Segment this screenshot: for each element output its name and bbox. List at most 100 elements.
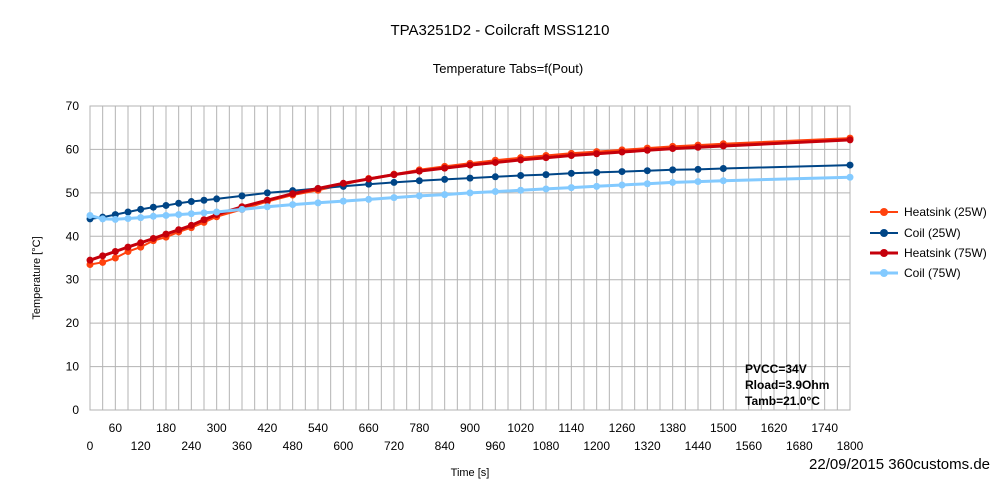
data-point (149, 234, 157, 242)
data-point (593, 168, 601, 176)
data-point (618, 168, 626, 176)
chart-subtitle: Temperature Tabs=f(Pout) (433, 61, 583, 76)
data-point (339, 197, 347, 205)
legend-swatch-marker (880, 208, 888, 216)
data-point (86, 256, 94, 264)
x-tick-label: 360 (232, 439, 252, 453)
data-point (846, 136, 854, 144)
footer-credit: 22/09/2015 360customs.de (809, 456, 990, 473)
data-point (415, 177, 423, 185)
data-point (694, 143, 702, 151)
data-point (200, 196, 208, 204)
x-tick-label: 1440 (685, 439, 712, 453)
data-point (669, 166, 677, 174)
y-tick-label: 0 (72, 403, 79, 417)
annotation-rload: Rload=3.9Ohm (745, 378, 829, 392)
x-tick-label: 660 (359, 421, 379, 435)
data-point (643, 180, 651, 188)
y-tick-label: 50 (66, 186, 80, 200)
data-point (491, 158, 499, 166)
legend-item: Heatsink (75W) (870, 246, 987, 260)
data-point (124, 208, 132, 216)
y-tick-label: 30 (66, 273, 80, 287)
data-point (187, 210, 195, 218)
data-point (719, 165, 727, 173)
x-tick-label: 1020 (507, 421, 534, 435)
x-tick-label: 1620 (761, 421, 788, 435)
data-point (694, 165, 702, 173)
data-point (643, 146, 651, 154)
x-tick-label: 540 (308, 421, 328, 435)
data-point (162, 201, 170, 209)
legend-item: Coil (25W) (870, 226, 961, 240)
data-point (99, 215, 107, 223)
data-point (517, 156, 525, 164)
data-point (846, 161, 854, 169)
x-tick-label: 1380 (659, 421, 686, 435)
y-tick-label: 70 (66, 99, 80, 113)
data-point (86, 211, 94, 219)
data-point (719, 177, 727, 185)
x-tick-label: 840 (435, 439, 455, 453)
series-3 (86, 173, 854, 223)
x-tick-label: 180 (156, 421, 176, 435)
data-point (149, 212, 157, 220)
data-point (441, 175, 449, 183)
data-point (137, 214, 145, 222)
data-point (111, 254, 119, 262)
annotation-tamb: Tamb=21.0°C (745, 394, 820, 408)
x-tick-label: 240 (181, 439, 201, 453)
data-point (175, 226, 183, 234)
series-2 (86, 136, 854, 264)
data-point (567, 152, 575, 160)
legend-item: Heatsink (25W) (870, 205, 987, 219)
data-point (124, 214, 132, 222)
data-point (213, 208, 221, 216)
data-point (415, 167, 423, 175)
data-point (567, 184, 575, 192)
data-point (124, 243, 132, 251)
data-point (111, 215, 119, 223)
data-point (187, 198, 195, 206)
data-point (491, 173, 499, 181)
data-point (263, 203, 271, 211)
x-tick-label: 1800 (837, 439, 864, 453)
x-tick-label: 720 (384, 439, 404, 453)
x-tick-label: 900 (460, 421, 480, 435)
data-point (542, 185, 550, 193)
data-point (175, 211, 183, 219)
data-point (365, 175, 373, 183)
data-point (238, 192, 246, 200)
x-tick-label: 1680 (786, 439, 813, 453)
x-tick-label: 1740 (811, 421, 838, 435)
chart-title: TPA3251D2 - Coilcraft MSS1210 (391, 22, 610, 39)
data-point (365, 180, 373, 188)
x-tick-label: 300 (207, 421, 227, 435)
data-point (263, 189, 271, 197)
data-point (643, 167, 651, 175)
data-point (263, 196, 271, 204)
data-point (238, 205, 246, 213)
annotation-box: PVCC=34V Rload=3.9Ohm Tamb=21.0°C (745, 362, 829, 408)
x-tick-label: 1320 (634, 439, 661, 453)
y-tick-label: 20 (66, 316, 80, 330)
data-point (339, 179, 347, 187)
data-point (846, 173, 854, 181)
y-axis-ticks: 0 10 20 30 40 50 60 70 (66, 99, 80, 417)
data-point (162, 230, 170, 238)
x-axis-ticks: 0 120 240 360 480 600 720 840 960 1080 1200 1320 144… (87, 421, 864, 453)
legend-label: Coil (25W) (904, 226, 961, 240)
data-point (441, 164, 449, 172)
legend-label: Heatsink (25W) (904, 205, 987, 219)
gridlines (90, 106, 850, 410)
annotation-pvcc: PVCC=34V (745, 362, 807, 376)
x-tick-label: 780 (409, 421, 429, 435)
y-tick-label: 40 (66, 229, 80, 243)
data-point (200, 209, 208, 217)
data-point (137, 239, 145, 247)
data-point (542, 154, 550, 162)
data-point (567, 169, 575, 177)
x-tick-label: 120 (131, 439, 151, 453)
data-point (669, 145, 677, 153)
